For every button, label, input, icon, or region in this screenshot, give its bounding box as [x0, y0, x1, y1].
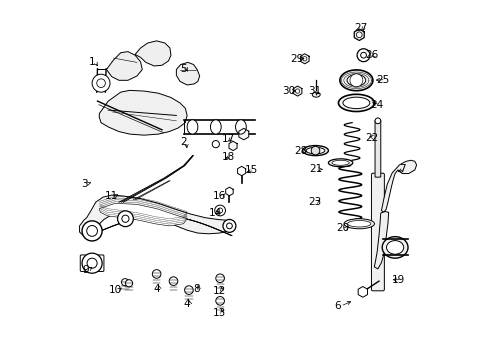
Ellipse shape [344, 219, 374, 229]
FancyBboxPatch shape [374, 120, 380, 177]
Text: 21: 21 [309, 164, 322, 174]
Text: 11: 11 [105, 191, 118, 201]
Ellipse shape [338, 94, 373, 112]
Text: 31: 31 [307, 86, 321, 96]
Ellipse shape [331, 160, 348, 165]
Circle shape [215, 274, 224, 283]
Ellipse shape [346, 75, 365, 86]
Circle shape [92, 74, 110, 92]
Text: 24: 24 [370, 100, 383, 110]
Circle shape [223, 220, 235, 232]
Text: 14: 14 [209, 208, 222, 218]
Polygon shape [225, 187, 233, 196]
Polygon shape [293, 86, 301, 96]
Polygon shape [373, 212, 388, 269]
Polygon shape [80, 195, 233, 235]
Text: 7: 7 [398, 164, 405, 174]
Text: 5: 5 [180, 64, 186, 74]
Ellipse shape [187, 120, 198, 134]
Polygon shape [99, 90, 187, 135]
Text: 2: 2 [180, 138, 186, 147]
Circle shape [117, 211, 133, 226]
Ellipse shape [339, 70, 372, 91]
Text: 20: 20 [336, 224, 349, 233]
Text: 30: 30 [281, 86, 294, 96]
Text: 1: 1 [89, 57, 95, 67]
Circle shape [349, 74, 362, 87]
Text: 16: 16 [212, 191, 225, 201]
Polygon shape [381, 160, 416, 212]
Circle shape [82, 253, 102, 273]
Polygon shape [357, 287, 367, 297]
Circle shape [86, 226, 97, 236]
Circle shape [212, 140, 219, 148]
Polygon shape [237, 166, 245, 176]
Ellipse shape [382, 237, 407, 258]
Circle shape [214, 205, 225, 216]
Ellipse shape [302, 145, 328, 156]
Text: 4: 4 [183, 299, 190, 309]
Text: 28: 28 [294, 146, 307, 156]
Circle shape [184, 286, 193, 294]
Ellipse shape [328, 159, 352, 167]
Circle shape [360, 52, 366, 58]
Circle shape [302, 57, 306, 61]
Circle shape [82, 221, 102, 241]
Circle shape [122, 215, 129, 222]
Text: 18: 18 [221, 152, 235, 162]
Circle shape [295, 89, 299, 93]
Polygon shape [176, 62, 199, 85]
Text: 6: 6 [334, 301, 340, 311]
Circle shape [215, 297, 224, 305]
Text: 10: 10 [109, 285, 122, 296]
Polygon shape [106, 51, 142, 80]
Text: 22: 22 [365, 133, 378, 143]
Polygon shape [238, 129, 248, 140]
Circle shape [169, 277, 178, 285]
Ellipse shape [386, 240, 403, 254]
Text: 3: 3 [81, 179, 88, 189]
Polygon shape [99, 203, 187, 226]
Circle shape [152, 270, 161, 278]
Ellipse shape [305, 147, 324, 154]
Text: 26: 26 [365, 50, 378, 60]
Text: 4: 4 [153, 284, 160, 294]
Circle shape [356, 32, 362, 38]
Ellipse shape [312, 92, 320, 97]
Polygon shape [135, 41, 171, 66]
Circle shape [121, 279, 128, 286]
Text: 8: 8 [192, 284, 199, 294]
Ellipse shape [210, 120, 221, 134]
Text: 29: 29 [289, 54, 303, 64]
Polygon shape [354, 29, 364, 41]
Ellipse shape [235, 120, 246, 134]
Circle shape [97, 79, 105, 87]
Text: 19: 19 [391, 275, 405, 285]
Text: 12: 12 [212, 286, 225, 296]
Text: 9: 9 [82, 265, 89, 275]
Circle shape [217, 208, 222, 213]
Text: 27: 27 [354, 23, 367, 33]
Circle shape [356, 49, 369, 62]
Text: 15: 15 [244, 165, 258, 175]
Text: 25: 25 [375, 75, 388, 85]
Circle shape [310, 146, 319, 155]
Text: 17: 17 [221, 134, 235, 144]
Ellipse shape [347, 221, 370, 227]
Circle shape [374, 118, 380, 124]
Circle shape [87, 258, 97, 268]
Circle shape [226, 223, 232, 229]
Polygon shape [228, 141, 237, 150]
Polygon shape [300, 54, 308, 64]
FancyBboxPatch shape [371, 173, 384, 291]
Text: 13: 13 [212, 308, 225, 318]
FancyBboxPatch shape [80, 255, 104, 271]
Text: 23: 23 [307, 197, 321, 207]
Circle shape [125, 280, 132, 287]
Ellipse shape [342, 97, 369, 109]
